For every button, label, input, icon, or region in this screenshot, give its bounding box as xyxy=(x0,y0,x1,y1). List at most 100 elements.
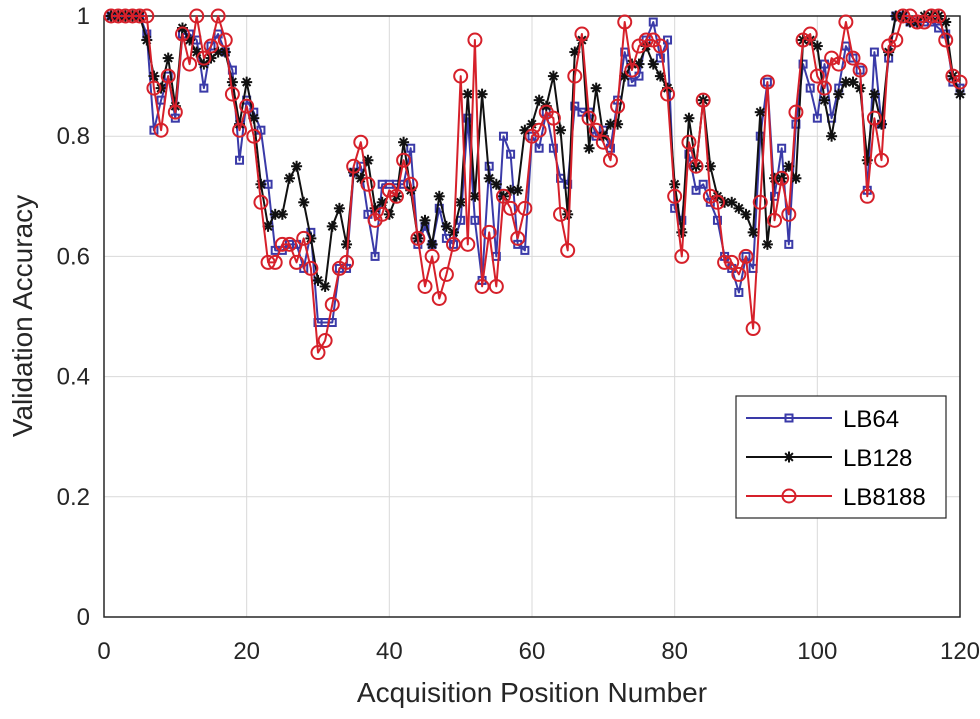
data-point xyxy=(752,194,768,210)
data-point xyxy=(624,62,640,78)
data-point xyxy=(370,251,380,261)
data-point xyxy=(547,70,559,82)
data-point xyxy=(276,208,288,220)
data-point xyxy=(398,136,410,148)
data-point xyxy=(847,76,859,88)
data-point xyxy=(132,8,148,24)
data-point xyxy=(602,152,618,168)
data-point xyxy=(255,178,267,190)
data-point xyxy=(510,230,526,246)
data-point xyxy=(859,188,875,204)
data-point xyxy=(406,143,416,153)
data-point xyxy=(581,110,597,126)
data-point xyxy=(470,215,480,225)
data-point xyxy=(312,274,324,286)
data-point xyxy=(627,77,637,87)
y-axis-label: Validation Accuracy xyxy=(7,195,38,437)
data-point xyxy=(754,106,766,118)
x-tick-label: 20 xyxy=(233,638,260,665)
data-point xyxy=(681,134,697,150)
data-point xyxy=(531,122,547,138)
data-point xyxy=(745,321,761,337)
legend-label: LB64 xyxy=(843,406,899,433)
data-point xyxy=(162,52,174,64)
y-tick-label: 0.8 xyxy=(57,123,90,150)
data-point xyxy=(498,131,508,141)
data-point xyxy=(923,8,939,24)
data-point xyxy=(604,118,616,130)
x-axis-ticks: 0 20 40 60 80 100 120 xyxy=(97,638,980,665)
data-point xyxy=(426,238,438,250)
data-point xyxy=(647,58,659,70)
data-point xyxy=(767,212,783,228)
data-point xyxy=(726,196,738,208)
data-point xyxy=(289,254,305,270)
y-axis-ticks: 0 0.2 0.4 0.6 0.8 1 xyxy=(57,3,90,631)
data-point xyxy=(683,112,695,124)
data-point xyxy=(852,62,868,78)
data-point xyxy=(219,46,231,58)
data-point xyxy=(495,188,511,204)
data-point xyxy=(483,172,495,184)
data-point xyxy=(298,196,310,208)
data-point xyxy=(260,254,276,270)
data-point xyxy=(232,122,248,138)
data-point xyxy=(638,32,654,48)
data-point xyxy=(417,278,433,294)
data-point xyxy=(346,158,362,174)
data-point xyxy=(667,188,683,204)
data-point xyxy=(588,122,604,138)
data-point xyxy=(548,143,558,153)
series-layer xyxy=(103,8,968,361)
data-point xyxy=(812,113,822,123)
data-point xyxy=(555,124,567,136)
data-point xyxy=(534,143,544,153)
data-point xyxy=(595,134,611,150)
legend-label: LB128 xyxy=(843,445,912,472)
data-point xyxy=(570,101,580,111)
legend: LB64 LB128 LB8188 xyxy=(735,395,947,519)
data-point xyxy=(888,32,904,48)
data-point xyxy=(533,94,545,106)
data-point xyxy=(490,178,502,190)
data-point xyxy=(488,278,504,294)
data-point xyxy=(952,74,968,90)
y-tick-label: 0 xyxy=(77,604,90,631)
plot-frame xyxy=(103,15,961,618)
data-point xyxy=(816,80,832,96)
data-point xyxy=(731,266,747,282)
data-point xyxy=(474,278,490,294)
data-point xyxy=(866,110,882,126)
data-point xyxy=(281,236,297,252)
data-point xyxy=(590,82,602,94)
data-point xyxy=(203,38,219,54)
series-line xyxy=(111,15,961,288)
legend-label: LB8188 xyxy=(843,484,926,511)
data-point xyxy=(740,208,752,220)
data-point xyxy=(788,104,804,120)
data-point xyxy=(777,143,787,153)
data-point xyxy=(781,206,797,222)
legend-marker xyxy=(783,451,795,463)
data-point xyxy=(617,14,633,30)
data-point xyxy=(360,176,376,192)
data-point xyxy=(648,17,658,27)
data-point xyxy=(174,26,190,42)
data-point xyxy=(455,196,467,208)
data-point xyxy=(433,190,445,202)
data-point xyxy=(467,32,483,48)
data-point xyxy=(283,172,295,184)
data-point xyxy=(196,50,212,66)
data-point xyxy=(874,152,890,168)
data-point xyxy=(805,83,815,93)
data-point xyxy=(396,152,412,168)
data-point xyxy=(239,98,255,114)
x-tick-label: 120 xyxy=(940,638,980,665)
data-point xyxy=(199,83,209,93)
data-point xyxy=(831,56,847,72)
data-point xyxy=(709,194,725,210)
data-point xyxy=(759,74,775,90)
x-tick-label: 0 xyxy=(97,638,110,665)
data-point xyxy=(274,236,290,252)
data-point xyxy=(438,266,454,282)
